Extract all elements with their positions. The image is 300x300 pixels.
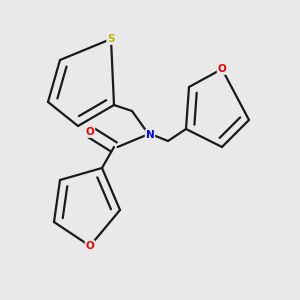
Text: O: O xyxy=(85,241,94,251)
Text: N: N xyxy=(146,130,154,140)
Text: O: O xyxy=(85,127,94,137)
Text: O: O xyxy=(218,64,226,74)
Text: S: S xyxy=(107,34,115,44)
